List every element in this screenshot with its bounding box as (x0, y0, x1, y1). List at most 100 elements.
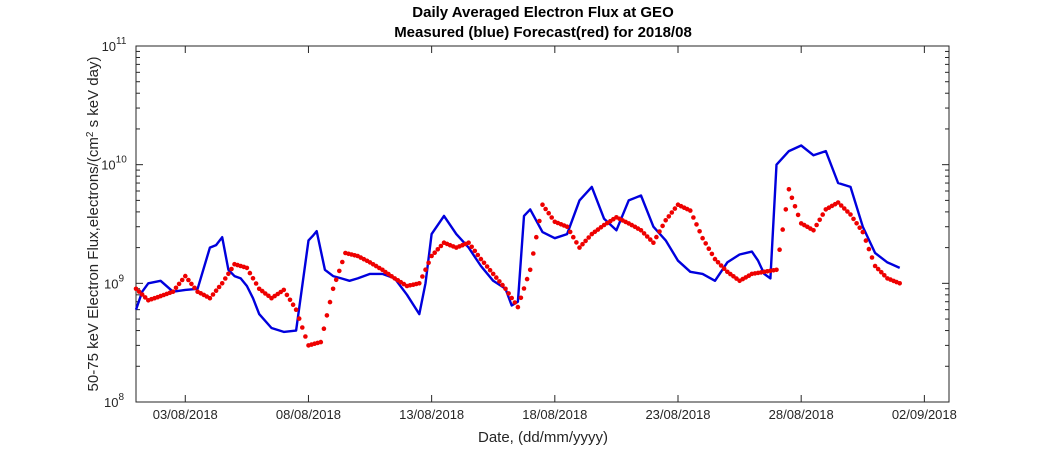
x-tick-label: 03/08/2018 (153, 407, 218, 422)
forecast-point (567, 229, 573, 235)
forecast-point (549, 215, 554, 220)
forecast-point (857, 225, 862, 230)
forecast-point (694, 222, 699, 227)
forecast-point (515, 304, 521, 310)
forecast-point (136, 289, 142, 294)
forecast-point (186, 277, 191, 283)
forecast-point (644, 234, 650, 239)
y-axis-label-superscript: 2 (85, 131, 96, 137)
forecast-point (854, 221, 859, 226)
forecast-point (817, 217, 822, 223)
forecast-point (281, 287, 287, 293)
forecast-point (300, 325, 305, 330)
forecast-point (183, 273, 188, 279)
forecast-point (189, 281, 194, 287)
forecast-point (327, 299, 333, 305)
forecast-point (429, 253, 434, 259)
forecast-point (524, 276, 530, 282)
forecast-point (848, 212, 853, 217)
x-tick-label: 23/08/2018 (645, 407, 710, 422)
forecast-point (173, 285, 179, 291)
forecast-point (210, 292, 216, 297)
forecast-point (472, 248, 478, 254)
forecast-point (875, 266, 881, 272)
forecast-point (666, 214, 672, 219)
forecast-point (688, 208, 693, 213)
forecast-point (469, 244, 475, 250)
forecast-point (192, 285, 197, 291)
forecast-point (795, 212, 801, 218)
x-tick-label: 08/08/2018 (276, 407, 341, 422)
forecast-point (142, 295, 148, 300)
x-tick-label: 02/09/2018 (892, 407, 957, 422)
forecast-point (531, 251, 536, 256)
forecast-point (574, 240, 579, 245)
forecast-point (700, 235, 705, 241)
forecast-point (216, 284, 222, 290)
forecast-point (512, 300, 518, 305)
forecast-point (657, 229, 662, 234)
forecast-point (792, 204, 798, 209)
forecast-point (179, 277, 185, 283)
forecast-point (820, 212, 825, 217)
forecast-point (651, 240, 656, 245)
forecast-point (672, 206, 678, 211)
forecast-point (293, 307, 299, 313)
forecast-point (712, 256, 718, 262)
forecast-point (811, 228, 816, 233)
forecast-point (527, 267, 533, 273)
forecast-point (835, 200, 841, 205)
chart-title: Daily Averaged Electron Flux at GEO (412, 4, 674, 21)
forecast-point (484, 264, 490, 269)
forecast-point (580, 241, 585, 247)
forecast-point (721, 266, 727, 272)
forecast-point (226, 271, 231, 277)
forecast-point (497, 279, 502, 284)
forecast-point (866, 246, 872, 252)
forecast-point (321, 326, 327, 332)
x-tick-label: 13/08/2018 (399, 407, 464, 422)
forecast-point (851, 216, 856, 222)
forecast-point (333, 277, 339, 283)
forecast-point (176, 281, 182, 287)
forecast-point (897, 281, 902, 286)
forecast-point (540, 202, 545, 207)
forecast-point (432, 250, 438, 255)
forecast-point (250, 276, 256, 281)
forecast-point (786, 187, 792, 192)
forecast-point (340, 259, 345, 265)
x-axis-label: Date, (dd/mm/yyyy) (478, 429, 608, 446)
forecast-point (219, 281, 225, 286)
forecast-point (324, 313, 330, 318)
forecast-point (284, 292, 290, 298)
forecast-point (475, 252, 481, 258)
forecast-point (466, 240, 471, 245)
forecast-point (882, 273, 887, 278)
forecast-point (577, 245, 582, 250)
forecast-point (478, 256, 484, 262)
forecast-point (213, 288, 219, 294)
forecast-point (638, 228, 644, 233)
forecast-point (139, 292, 145, 297)
forecast-point (842, 206, 847, 211)
forecast-point (266, 293, 271, 299)
forecast-point (296, 316, 302, 321)
forecast-point (318, 339, 324, 345)
forecast-point (223, 276, 228, 281)
forecast-point (654, 234, 659, 240)
forecast-point (330, 286, 336, 292)
forecast-point (586, 235, 591, 240)
x-tick-label: 28/08/2018 (769, 407, 834, 422)
forecast-point (669, 210, 675, 215)
forecast-point (863, 238, 869, 243)
x-axis-ticks: 03/08/2018 08/08/2018 13/08/2018 18/08/2018… (153, 46, 957, 422)
forecast-point (481, 260, 487, 266)
forecast-point (543, 206, 548, 212)
forecast-point (777, 247, 782, 252)
forecast-point (564, 224, 570, 229)
forecast-point (506, 291, 511, 296)
forecast-point (487, 267, 493, 273)
forecast-point (648, 237, 653, 242)
